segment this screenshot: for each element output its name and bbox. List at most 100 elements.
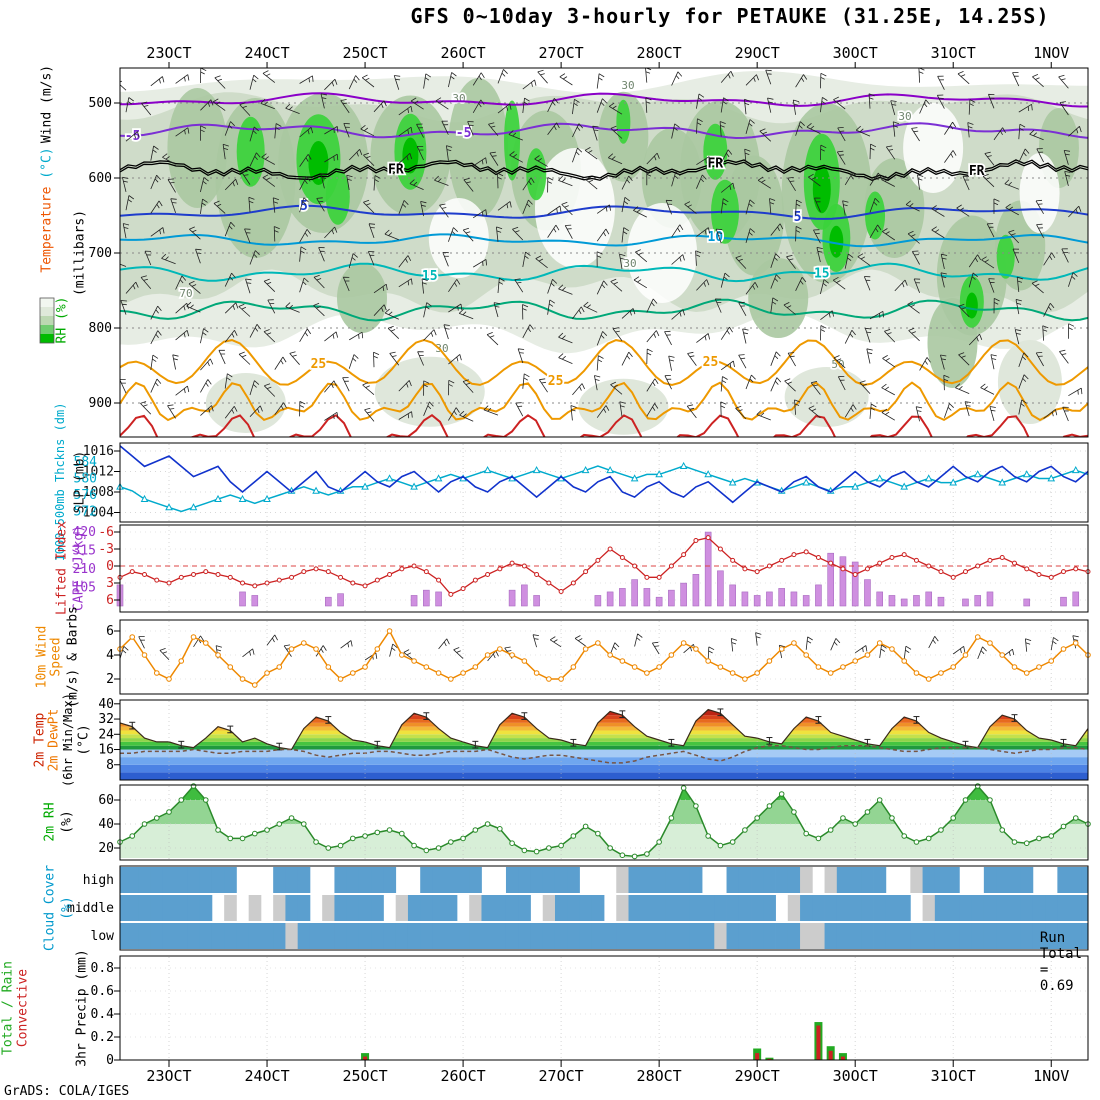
svg-text:0.2: 0.2 <box>91 1030 114 1045</box>
label-temp2m: 2m Temp <box>32 712 48 768</box>
svg-text:1004: 1004 <box>83 506 114 521</box>
label-slp-axis: SLP (mb) <box>72 450 88 514</box>
svg-text:middle: middle <box>67 901 114 916</box>
svg-text:31OCT: 31OCT <box>931 44 976 62</box>
svg-text:30OCT: 30OCT <box>833 1067 878 1085</box>
label-rh-axis: RH (%) <box>54 296 70 344</box>
svg-text:high: high <box>83 873 114 888</box>
svg-text:30: 30 <box>452 92 465 105</box>
svg-text:-5: -5 <box>456 126 472 141</box>
svg-text:576: 576 <box>74 488 97 503</box>
svg-text:30: 30 <box>898 110 911 123</box>
svg-text:900: 900 <box>89 396 112 411</box>
label-precip-conv: Convective <box>15 968 31 1048</box>
svg-text:800: 800 <box>89 321 112 336</box>
svg-text:30OCT: 30OCT <box>833 44 878 62</box>
svg-text:26OCT: 26OCT <box>441 1067 486 1085</box>
svg-text:0.8: 0.8 <box>91 961 114 976</box>
svg-text:28OCT: 28OCT <box>637 1067 682 1085</box>
svg-text:0.6: 0.6 <box>91 984 114 999</box>
svg-text:25: 25 <box>311 357 327 372</box>
label-wind10m-1: 10m Wind <box>34 625 50 689</box>
label-precip-total: Total / Rain <box>0 961 16 1055</box>
svg-text:60: 60 <box>98 793 114 808</box>
svg-text:low: low <box>91 929 115 944</box>
svg-text:0.4: 0.4 <box>91 1007 115 1022</box>
svg-text:420: 420 <box>73 525 96 540</box>
svg-text:584: 584 <box>74 455 98 470</box>
svg-text:70: 70 <box>179 287 192 300</box>
svg-text:27OCT: 27OCT <box>539 1067 584 1085</box>
svg-text:105: 105 <box>73 581 96 596</box>
svg-text:32: 32 <box>98 712 114 727</box>
svg-text:580: 580 <box>74 472 97 487</box>
label-lifted-index-axis: Lifted Index <box>54 521 70 615</box>
label-wind-axis: Wind (m/s) <box>39 64 55 144</box>
svg-text:23OCT: 23OCT <box>146 44 191 62</box>
label-precip-axis: 3hr Precip (mm) <box>74 949 90 1067</box>
svg-text:24OCT: 24OCT <box>244 44 289 62</box>
page-title: GFS 0~10day 3-hourly for PETAUKE (31.25E… <box>410 4 1050 28</box>
svg-text:29OCT: 29OCT <box>735 44 780 62</box>
label-temperature-text: Temperature <box>39 186 55 273</box>
svg-text:FR: FR <box>388 163 404 178</box>
svg-text:29OCT: 29OCT <box>735 1067 780 1085</box>
svg-text:1016: 1016 <box>83 444 114 459</box>
svg-text:-5: -5 <box>125 129 141 144</box>
svg-text:28OCT: 28OCT <box>637 44 682 62</box>
svg-text:24OCT: 24OCT <box>244 1067 289 1085</box>
svg-text:1NOV: 1NOV <box>1033 1067 1069 1085</box>
svg-text:25: 25 <box>548 374 564 389</box>
svg-text:1008: 1008 <box>83 485 114 500</box>
label-dewpt2m: 2m DewPt <box>46 708 62 772</box>
svg-text:20: 20 <box>98 841 114 856</box>
svg-text:8: 8 <box>106 758 114 773</box>
svg-text:25OCT: 25OCT <box>342 1067 387 1085</box>
svg-text:25: 25 <box>703 355 719 370</box>
label-wind10m-2: Speed <box>48 637 64 677</box>
svg-text:30: 30 <box>623 257 636 270</box>
svg-text:4: 4 <box>106 648 114 663</box>
svg-text:40: 40 <box>98 817 114 832</box>
svg-text:23OCT: 23OCT <box>146 1067 191 1085</box>
svg-text:500: 500 <box>89 96 112 111</box>
svg-text:31OCT: 31OCT <box>931 1067 976 1085</box>
svg-text:30: 30 <box>621 79 634 92</box>
label-cloud-unit: (%) <box>59 896 75 920</box>
svg-text:5: 5 <box>300 199 308 214</box>
svg-text:FR: FR <box>969 164 985 179</box>
svg-text:26OCT: 26OCT <box>441 44 486 62</box>
svg-text:572: 572 <box>74 505 97 520</box>
svg-text:-6: -6 <box>98 525 114 540</box>
svg-text:15: 15 <box>814 267 830 282</box>
svg-text:6: 6 <box>106 624 114 639</box>
label-temperature-unit: (°C) <box>39 147 55 179</box>
svg-text:25OCT: 25OCT <box>342 44 387 62</box>
svg-text:6: 6 <box>106 593 114 608</box>
svg-text:16: 16 <box>98 743 114 758</box>
svg-text:5: 5 <box>794 210 802 225</box>
svg-text:15: 15 <box>422 269 438 284</box>
svg-text:700: 700 <box>89 246 112 261</box>
svg-text:1NOV: 1NOV <box>1033 44 1069 62</box>
svg-text:315: 315 <box>73 544 96 559</box>
svg-text:FR: FR <box>707 157 723 172</box>
label-cape-axis: CAPE (J/kg) <box>71 524 87 612</box>
svg-text:2: 2 <box>106 672 114 687</box>
svg-text:210: 210 <box>73 562 96 577</box>
svg-text:27OCT: 27OCT <box>539 44 584 62</box>
label-millibars-axis: (millibars) <box>72 209 88 297</box>
label-rh2m: 2m RH <box>42 802 58 842</box>
run-total: Run Total = 0.69 <box>1039 930 1083 994</box>
label-temp2m-unit: (°C) <box>76 724 92 756</box>
svg-text:40: 40 <box>98 697 114 712</box>
label-minmax: (6hr Min/Max) <box>61 693 75 787</box>
label-temperature-axis: Temperature (°C) <box>40 147 55 272</box>
svg-text:24: 24 <box>98 727 114 742</box>
label-rh2m-unit: (%) <box>59 810 75 834</box>
svg-text:3: 3 <box>106 576 114 591</box>
svg-text:30: 30 <box>435 342 448 355</box>
svg-text:0: 0 <box>106 1053 114 1068</box>
label-cloud-cover: Cloud Cover <box>42 864 58 952</box>
